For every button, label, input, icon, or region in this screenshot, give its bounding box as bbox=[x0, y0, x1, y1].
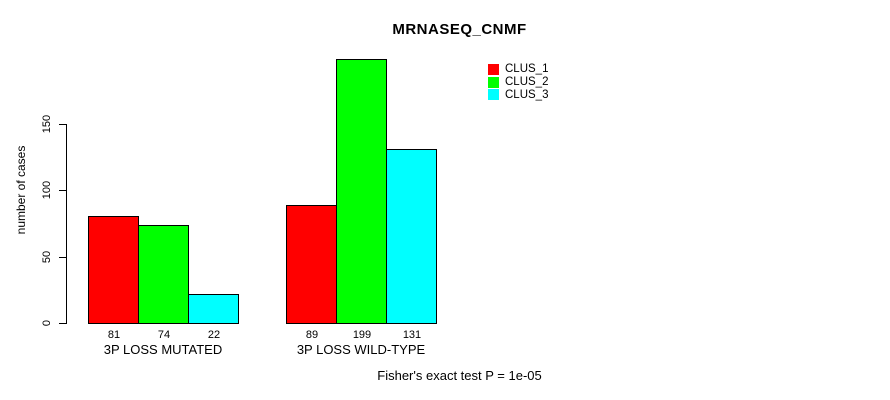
y-axis-tick bbox=[59, 124, 66, 125]
bar-clus_3-group1 bbox=[188, 294, 239, 324]
bar-clus_2-group2 bbox=[336, 59, 387, 324]
legend-item: CLUS_2 bbox=[488, 76, 548, 89]
bar-clus_1-group2 bbox=[286, 205, 337, 324]
bar-clus_3-group2 bbox=[386, 149, 437, 324]
y-axis-tick bbox=[59, 323, 66, 324]
legend-swatch-icon bbox=[488, 63, 499, 75]
bar-value-label: 89 bbox=[305, 329, 319, 341]
legend-item: CLUS_1 bbox=[488, 63, 548, 76]
chart-title: MRNASEQ_CNMF bbox=[392, 21, 527, 38]
y-axis-tick-label: 0 bbox=[41, 319, 53, 327]
y-axis-tick bbox=[59, 190, 66, 192]
legend-swatch-icon bbox=[488, 76, 499, 88]
category-label: 3P LOSS WILD-TYPE bbox=[296, 342, 426, 357]
fisher-test-annotation: Fisher's exact test P = 1e-05 bbox=[377, 368, 542, 383]
category-label: 3P LOSS MUTATED bbox=[103, 342, 223, 357]
bar-clus_2-group1 bbox=[138, 225, 189, 324]
y-axis-tick bbox=[59, 256, 66, 258]
bar-value-label: 199 bbox=[352, 329, 372, 341]
bar-value-label: 74 bbox=[157, 329, 171, 341]
bar-value-label: 81 bbox=[107, 329, 121, 341]
bar-clus_1-group1 bbox=[88, 216, 139, 324]
y-axis-tick-label: 100 bbox=[41, 181, 53, 200]
legend-item: CLUS_3 bbox=[488, 88, 548, 101]
legend-label: CLUS_3 bbox=[505, 88, 549, 101]
y-axis-tick-label: 150 bbox=[41, 114, 53, 134]
y-axis-title: number of cases bbox=[14, 145, 28, 235]
y-axis-tick-label: 50 bbox=[41, 250, 53, 263]
legend-swatch-icon bbox=[488, 89, 499, 101]
y-axis-line bbox=[66, 124, 67, 324]
legend: CLUS_1 CLUS_2 CLUS_3 bbox=[488, 63, 548, 101]
legend-label: CLUS_2 bbox=[505, 76, 549, 89]
bar-value-label: 131 bbox=[402, 329, 422, 341]
legend-label: CLUS_1 bbox=[505, 63, 549, 76]
bar-value-label: 22 bbox=[207, 329, 221, 341]
